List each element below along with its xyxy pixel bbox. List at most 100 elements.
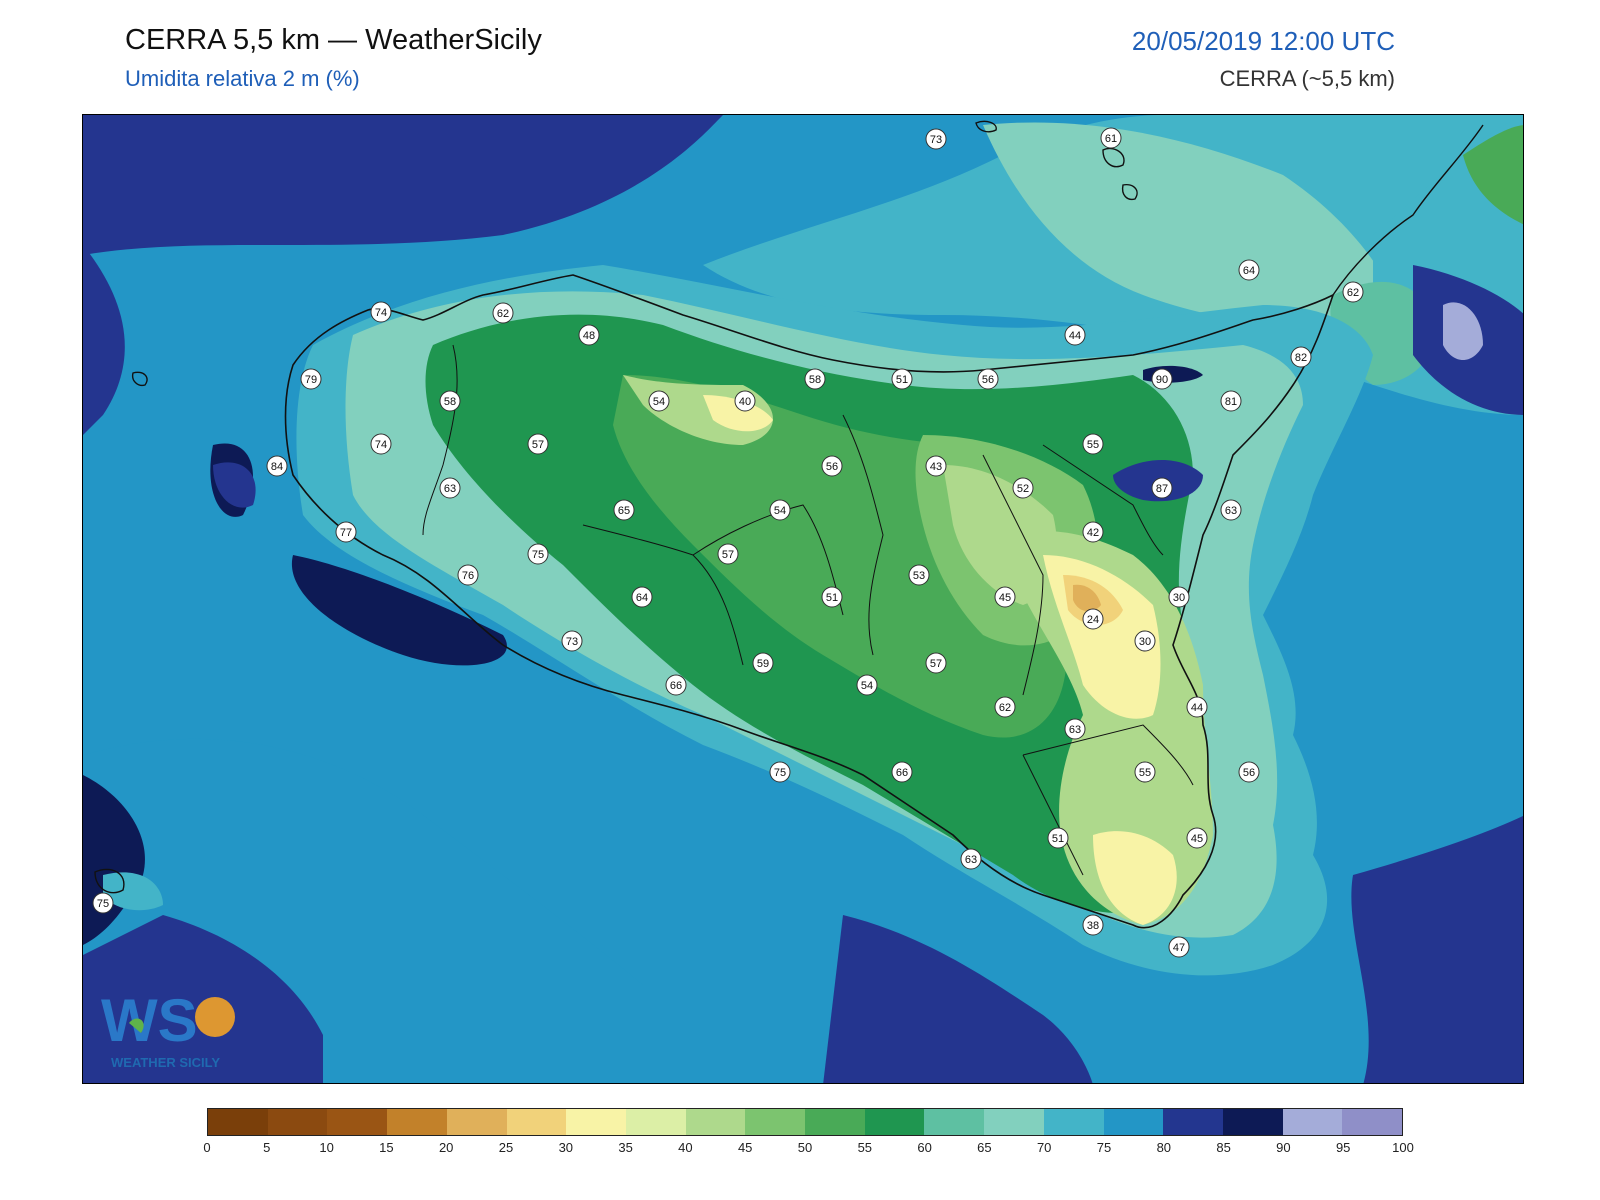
station-value: 64 [1243,265,1255,277]
colorbar-bin-3 [387,1109,447,1135]
colorbar-tick-label: 50 [797,1140,813,1155]
station-value: 38 [1087,920,1099,932]
station-marker: 40 [734,390,756,412]
colorbar-bin-10 [805,1109,865,1135]
station-marker: 43 [925,455,947,477]
station-value: 62 [497,308,509,320]
colorbar-tick-label: 20 [438,1140,454,1155]
salina-island [1121,183,1138,201]
station-value: 63 [965,854,977,866]
station-marker: 62 [994,696,1016,718]
station-value: 84 [271,461,283,473]
station-marker: 62 [492,302,514,324]
colorbar-panel [207,1108,1403,1136]
colorbar-bin-9 [745,1109,806,1135]
colorbar-bin-1 [267,1109,328,1135]
colorbar-tick-label: 100 [1392,1140,1414,1155]
boundary-enna-catania [982,454,1044,696]
station-marker: 74 [370,433,392,455]
colorbar-tick-label: 10 [319,1140,334,1155]
station-value: 54 [653,396,665,408]
station-value: 63 [444,483,456,495]
station-value: 66 [896,767,908,779]
colorbar-tick-label: 60 [917,1140,932,1155]
station-marker: 38 [1082,914,1104,936]
boundary-trapani-palermo [422,344,458,536]
station-marker: 64 [1238,259,1260,281]
station-marker: 81 [1220,390,1242,412]
station-value: 57 [532,439,544,451]
station-marker: 58 [439,390,461,412]
station-marker: 56 [977,368,999,390]
station-marker: 56 [1238,761,1260,783]
colorbar-bin-4 [446,1109,507,1135]
logo-letters: WS [101,987,198,1054]
colorbar-tick-label: 25 [498,1140,514,1155]
colorbar-bin-7 [625,1109,686,1135]
station-marker: 63 [960,848,982,870]
station-value: 58 [444,396,456,408]
colorbar-bin-6 [566,1109,626,1135]
station-marker: 82 [1290,346,1312,368]
station-value: 65 [618,505,630,517]
station-value: 73 [566,636,578,648]
station-value: 45 [999,592,1011,604]
station-marker: 56 [821,455,843,477]
station-marker: 55 [1134,761,1156,783]
station-marker: 59 [752,652,774,674]
calabria-coast [1332,124,1484,296]
field-25-etna [1073,584,1101,612]
boundary-caltanissetta-enna [842,414,884,656]
station-marker: 77 [335,521,357,543]
field-85-se2 [1351,815,1523,1083]
station-marker: 45 [994,586,1016,608]
station-marker: 57 [925,652,947,674]
station-marker: 55 [1082,433,1104,455]
station-marker: 75 [92,892,114,914]
station-value: 66 [670,680,682,692]
station-value: 48 [583,330,595,342]
station-value: 44 [1069,330,1081,342]
station-marker: 63 [1220,499,1242,521]
station-marker: 62 [1342,281,1364,303]
model-label: CERRA (~5,5 km) [1219,66,1395,91]
egadi-islands [131,371,148,387]
logo-text: WEATHER SICILY [111,1055,220,1070]
colorbar-tick-label: 65 [977,1140,992,1155]
colorbar-tick-label: 95 [1335,1140,1351,1155]
datetime-label: 20/05/2019 12:00 UTC [1131,26,1395,56]
station-marker: 44 [1186,696,1208,718]
station-value: 54 [774,505,786,517]
boundary-palermo-caltanissetta [692,504,844,616]
station-value: 63 [1225,505,1237,517]
station-value: 74 [375,439,387,451]
station-marker: 73 [561,630,583,652]
station-marker: 30 [1134,630,1156,652]
station-value: 73 [930,134,942,146]
station-value: 56 [982,374,994,386]
station-value: 74 [375,307,387,319]
station-marker: 65 [613,499,635,521]
station-value: 55 [1087,439,1099,451]
station-value: 56 [1243,767,1255,779]
station-marker: 74 [370,301,392,323]
station-marker: 61 [1100,127,1122,149]
station-marker: 54 [769,499,791,521]
colorbar-bin-8 [685,1109,746,1135]
station-value: 54 [861,680,873,692]
station-value: 87 [1156,483,1168,495]
coastlines [284,274,1335,929]
colorbar-tick-label: 75 [1096,1140,1112,1155]
field-85-egadi [213,462,256,508]
map-panel[interactable]: 73 61 64 62 82 74 62 48 44 79 58 51 56 90 58 54 40 81 74 57… [82,114,1524,1084]
station-marker: 84 [266,455,288,477]
station-marker: 64 [631,586,653,608]
field-85-southwest [83,915,323,1083]
station-marker: 54 [648,390,670,412]
station-value: 24 [1087,614,1099,626]
colorbar-bin-11 [864,1109,925,1135]
colorbar-tick-label: 90 [1276,1140,1291,1155]
station-value: 76 [462,570,474,582]
station-marker: 53 [908,564,930,586]
colorbar-bin-16 [1163,1109,1223,1135]
